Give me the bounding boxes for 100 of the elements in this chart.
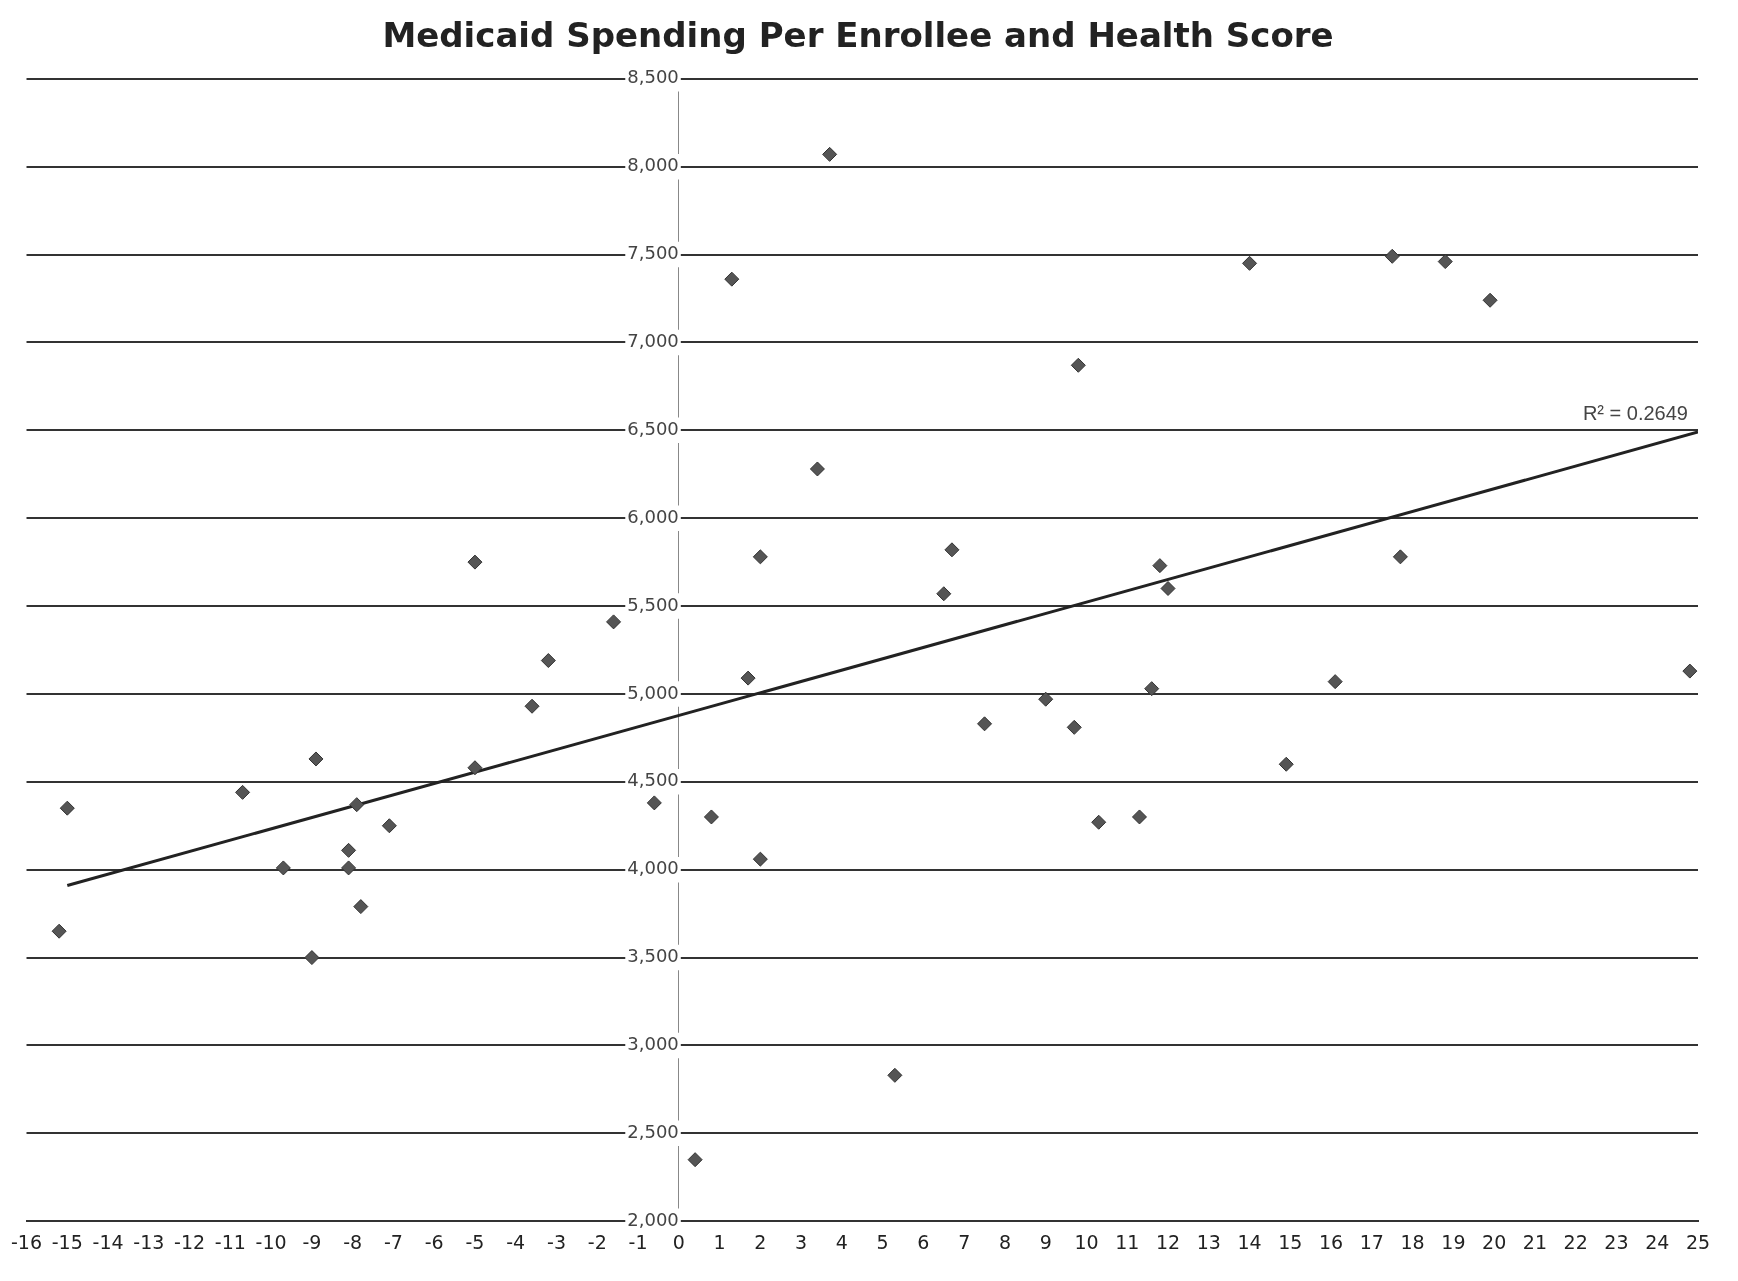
point bbox=[304, 950, 320, 966]
x-tick-label: 12 bbox=[1155, 1230, 1181, 1253]
chart-title: Medicaid Spending Per Enrollee and Health Score bbox=[382, 15, 1334, 56]
point bbox=[540, 653, 556, 669]
point bbox=[1384, 248, 1400, 264]
x-tick-label: 8 bbox=[998, 1230, 1011, 1253]
point bbox=[936, 586, 952, 602]
x-tick-label: -5 bbox=[465, 1230, 485, 1253]
y-tick-label: 7,500 bbox=[627, 242, 679, 264]
x-tick-label: 19 bbox=[1441, 1230, 1466, 1253]
x-tick-label: -1 bbox=[628, 1230, 648, 1253]
point bbox=[1278, 756, 1294, 772]
point bbox=[1152, 558, 1168, 574]
point bbox=[944, 542, 960, 558]
x-tick-label: 11 bbox=[1115, 1230, 1140, 1253]
point bbox=[341, 842, 357, 858]
x-tick-label: 7 bbox=[958, 1230, 971, 1253]
x-tick-label: -7 bbox=[383, 1230, 403, 1253]
point bbox=[353, 899, 369, 915]
x-tick-label: 2 bbox=[754, 1230, 767, 1253]
point bbox=[703, 809, 719, 825]
point bbox=[341, 860, 357, 876]
x-tick-label: 13 bbox=[1196, 1230, 1221, 1253]
point bbox=[1131, 809, 1147, 825]
x-tick-label: -6 bbox=[424, 1230, 444, 1253]
y-tick-label: 6,000 bbox=[627, 505, 679, 527]
point bbox=[467, 760, 483, 776]
point bbox=[724, 271, 740, 287]
x-tick-label: -10 bbox=[255, 1230, 287, 1253]
x-tick-label: 21 bbox=[1522, 1230, 1548, 1253]
annotation: R² = 0.2649 bbox=[1582, 401, 1688, 424]
x-tick-label: -12 bbox=[174, 1230, 206, 1253]
y-tick-label: 4,000 bbox=[627, 857, 679, 879]
x-tick-label: 24 bbox=[1645, 1230, 1670, 1253]
x-tick-label: 22 bbox=[1563, 1230, 1588, 1253]
x-tick-label: 9 bbox=[1039, 1230, 1052, 1253]
x-tick-label: -11 bbox=[214, 1230, 246, 1253]
point bbox=[1070, 357, 1086, 373]
y-tick-label: 2,000 bbox=[627, 1208, 679, 1230]
x-tick-label: 20 bbox=[1482, 1230, 1507, 1253]
point bbox=[1682, 663, 1698, 679]
point bbox=[59, 800, 75, 816]
y-tick-label: 5,000 bbox=[627, 681, 679, 703]
point bbox=[752, 549, 768, 565]
point bbox=[1482, 292, 1498, 308]
x-tick-label: 0 bbox=[672, 1230, 685, 1253]
point bbox=[1242, 255, 1258, 271]
point bbox=[887, 1067, 903, 1083]
x-tick-label: 10 bbox=[1074, 1230, 1099, 1253]
y-tick-label: 4,500 bbox=[627, 769, 679, 791]
point bbox=[1144, 681, 1160, 697]
y-tick-label: 7,000 bbox=[627, 330, 679, 352]
point bbox=[381, 818, 397, 834]
x-tick-label: 23 bbox=[1604, 1230, 1629, 1253]
point bbox=[1160, 580, 1176, 596]
point bbox=[235, 784, 251, 800]
x-tick-label: 3 bbox=[795, 1230, 808, 1253]
x-tick-label: 6 bbox=[917, 1230, 930, 1253]
y-tick-label: 3,000 bbox=[627, 1033, 679, 1055]
x-tick-label: 14 bbox=[1237, 1230, 1262, 1253]
x-tick-label: 15 bbox=[1278, 1230, 1303, 1253]
y-tick-label: 2,500 bbox=[627, 1120, 679, 1142]
x-tick-label: 17 bbox=[1359, 1230, 1384, 1253]
point bbox=[1038, 691, 1054, 707]
x-tick-label: -3 bbox=[547, 1230, 566, 1253]
x-tick-label: -16 bbox=[10, 1230, 43, 1253]
x-tick-label: 1 bbox=[713, 1230, 726, 1253]
x-tick-label: 5 bbox=[876, 1230, 889, 1253]
point bbox=[467, 554, 483, 570]
point bbox=[1066, 719, 1082, 735]
y-tick-label: 8,000 bbox=[627, 154, 679, 176]
point bbox=[822, 146, 838, 162]
x-tick-label: 18 bbox=[1400, 1230, 1425, 1253]
point bbox=[308, 751, 324, 767]
point bbox=[687, 1152, 703, 1168]
x-tick-label: -4 bbox=[506, 1230, 526, 1253]
point bbox=[349, 797, 365, 813]
x-tick-label: -14 bbox=[92, 1230, 124, 1253]
y-tick-label: 8,500 bbox=[627, 66, 679, 88]
x-tick-label: -15 bbox=[51, 1230, 83, 1253]
point bbox=[606, 614, 622, 630]
point bbox=[809, 461, 825, 477]
point bbox=[1091, 814, 1107, 830]
point bbox=[275, 860, 291, 876]
point bbox=[524, 698, 540, 714]
x-tick-label: -8 bbox=[343, 1230, 363, 1253]
point bbox=[1437, 254, 1453, 270]
point bbox=[740, 670, 756, 686]
x-tick-label: -9 bbox=[302, 1230, 322, 1253]
point bbox=[51, 923, 67, 939]
x-tick-label: -2 bbox=[587, 1230, 607, 1253]
x-tick-label: 4 bbox=[835, 1230, 848, 1253]
y-tick-label: 5,500 bbox=[627, 593, 679, 615]
point bbox=[1327, 674, 1343, 690]
x-tick-label: 16 bbox=[1319, 1230, 1344, 1253]
y-tick-label: 6,500 bbox=[627, 417, 679, 439]
point bbox=[1392, 549, 1408, 565]
x-tick-label: 25 bbox=[1685, 1230, 1711, 1253]
point bbox=[646, 795, 662, 811]
x-tick-label: -13 bbox=[133, 1230, 165, 1253]
